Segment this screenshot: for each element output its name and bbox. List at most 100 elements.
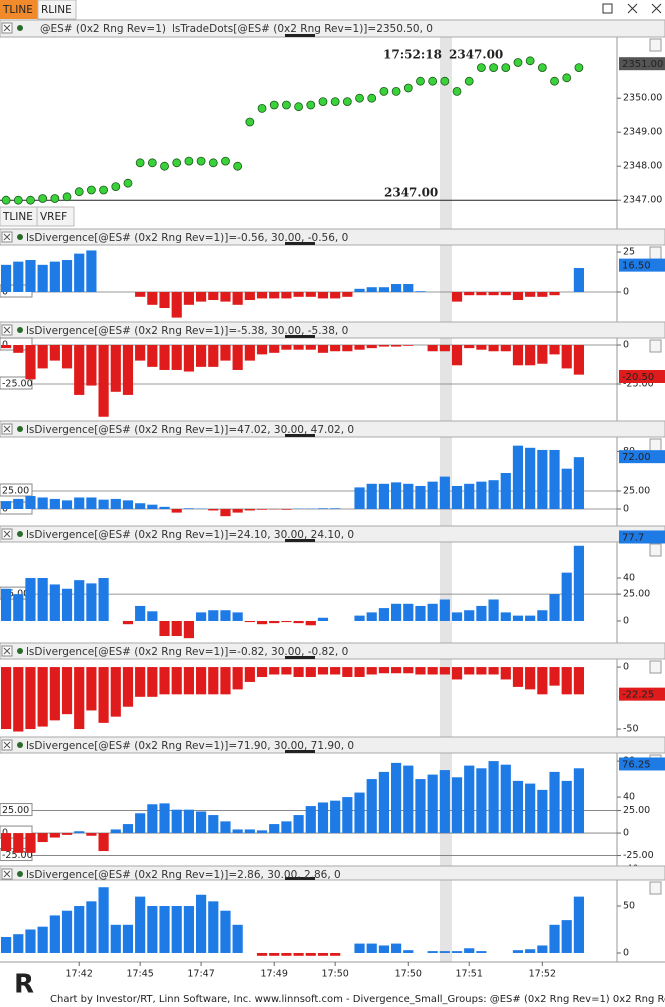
close-pane-x[interactable] <box>3 647 11 655</box>
bar <box>74 345 85 395</box>
trade-dot <box>282 100 291 110</box>
tab[interactable]: TLINE <box>2 4 33 16</box>
close-button[interactable] <box>651 3 662 14</box>
tab-bg[interactable] <box>37 0 77 20</box>
bar <box>232 924 243 953</box>
tab[interactable]: TLINE <box>2 211 33 223</box>
bar <box>122 924 134 953</box>
bar <box>37 497 48 509</box>
bar <box>13 833 24 853</box>
trade-dot <box>50 194 60 203</box>
auto-scale[interactable] <box>649 339 662 353</box>
y-tick-label: 2348.00 <box>623 161 662 172</box>
pane-title: lsDivergence[@ES# (0x2 Rng Rev=1)]=-5.38… <box>26 325 348 337</box>
bar <box>171 509 182 513</box>
bar <box>464 667 475 675</box>
bar <box>305 806 316 834</box>
bar <box>196 894 207 953</box>
close-pane-x[interactable] <box>3 233 11 241</box>
bar <box>366 779 377 834</box>
bar <box>232 509 243 513</box>
bar <box>110 667 121 717</box>
last-value-label: -22.25 <box>622 690 654 701</box>
x-tick-label: 17:51 <box>456 969 483 980</box>
bar <box>305 620 316 626</box>
close-button[interactable] <box>627 3 638 14</box>
bar <box>342 345 353 352</box>
bar <box>183 345 194 372</box>
trade-dot <box>562 73 572 83</box>
restore-button[interactable] <box>602 3 613 14</box>
trade-dot <box>574 63 584 72</box>
ref-label: -25.00 <box>2 850 33 861</box>
trade-dot <box>537 63 547 72</box>
close-pane-x[interactable] <box>3 741 11 749</box>
bar <box>293 815 304 834</box>
bar <box>122 500 134 509</box>
bar <box>439 951 450 953</box>
bar <box>74 831 85 834</box>
bar <box>317 667 329 675</box>
x-tick-label: 17:49 <box>261 969 288 980</box>
auto-scale[interactable] <box>649 881 662 895</box>
bar <box>342 292 353 297</box>
bar <box>464 292 475 296</box>
trade-dot <box>440 76 450 86</box>
bar <box>256 345 268 355</box>
bar <box>183 809 194 834</box>
auto-scale[interactable] <box>649 246 662 260</box>
bar <box>25 577 36 621</box>
close-pane-x[interactable] <box>3 24 11 32</box>
bar <box>354 667 365 677</box>
auto-scale[interactable] <box>649 38 662 52</box>
bar <box>537 292 548 297</box>
bar <box>86 497 97 509</box>
bar <box>74 667 85 730</box>
bar <box>476 345 487 350</box>
tab[interactable]: RLINE <box>41 4 72 16</box>
bar <box>25 260 36 293</box>
bar <box>573 345 584 375</box>
tab-bg[interactable] <box>0 0 38 19</box>
pane-grip <box>285 656 315 659</box>
close-pane-x[interactable] <box>3 425 11 433</box>
bar <box>86 667 97 711</box>
bar <box>159 292 170 309</box>
auto-scale[interactable] <box>649 438 662 452</box>
close-pane-x[interactable] <box>3 870 11 878</box>
logo <box>10 968 40 1004</box>
y-tick-label: 0 <box>623 287 629 298</box>
bar <box>403 667 414 674</box>
tab-bg[interactable] <box>36 206 75 227</box>
bar <box>208 901 219 953</box>
last-value-bg <box>619 57 665 71</box>
y-tick-label: 0 <box>623 504 629 515</box>
last-value-label: 16.50 <box>622 261 651 272</box>
bar <box>13 934 24 953</box>
close-pane-x[interactable] <box>3 326 11 334</box>
bar <box>573 768 584 834</box>
bar <box>330 667 341 675</box>
bar <box>98 345 109 417</box>
bar <box>147 804 158 834</box>
bar <box>232 612 243 621</box>
bar <box>122 620 134 625</box>
bar <box>61 910 73 953</box>
bar <box>110 345 121 392</box>
y-tick-label: 0 <box>623 662 629 673</box>
bar <box>220 345 231 361</box>
x-tick-label: 17:45 <box>126 969 153 980</box>
auto-scale[interactable] <box>649 660 662 674</box>
pane-header <box>0 525 665 543</box>
tab[interactable]: VREF <box>40 211 67 223</box>
trade-dot <box>196 156 206 166</box>
close-pane-x[interactable] <box>3 530 11 538</box>
bar <box>573 457 584 509</box>
trade-dot <box>135 158 145 168</box>
auto-scale[interactable] <box>649 543 662 557</box>
last-value-bg <box>619 258 665 272</box>
y-tick-label: 2347.00 <box>623 195 662 206</box>
bar <box>561 667 572 695</box>
bar <box>427 603 438 621</box>
